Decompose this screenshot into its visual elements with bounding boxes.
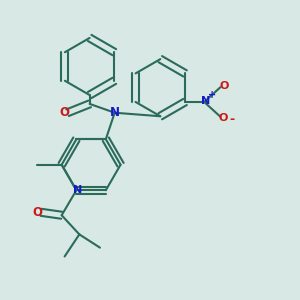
Text: O: O <box>219 113 228 123</box>
Text: N: N <box>73 185 83 195</box>
Text: +: + <box>208 91 217 100</box>
Text: N: N <box>110 106 120 119</box>
Text: O: O <box>32 206 43 219</box>
Text: O: O <box>219 81 229 91</box>
Text: O: O <box>59 106 69 119</box>
Text: -: - <box>230 112 235 126</box>
Text: N: N <box>201 95 210 106</box>
